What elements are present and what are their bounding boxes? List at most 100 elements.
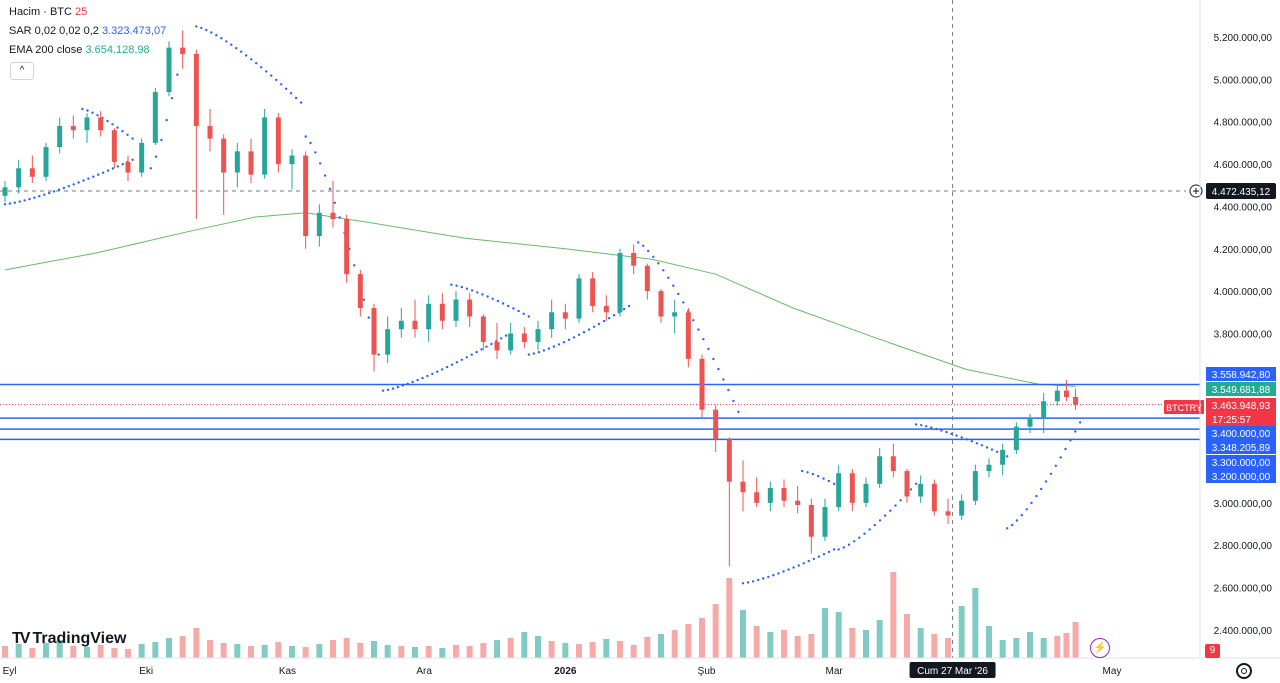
y-tick-label: 4.400.000,00 (1214, 202, 1273, 213)
sar-dot (304, 135, 307, 138)
sar-dot (899, 499, 902, 502)
crosshair-price-label: 4.472.435,12 (1212, 187, 1271, 198)
sar-dot (547, 347, 551, 350)
sar-dot (657, 262, 660, 265)
candle-body (863, 483, 869, 503)
sar-dot (512, 307, 515, 310)
sar-dot (812, 557, 816, 561)
sar-dot (985, 446, 989, 449)
sar-dot (811, 472, 815, 476)
candle-body (726, 439, 732, 482)
candle-body (275, 117, 281, 165)
sar-dot (97, 173, 100, 176)
candle-body (644, 265, 650, 292)
volume-bar (904, 614, 910, 658)
sar-dot (289, 92, 293, 95)
candle-body (330, 212, 336, 220)
volume-bar (958, 606, 965, 658)
sar-dot (470, 289, 474, 292)
volume-bar (29, 648, 36, 658)
candle-body (808, 504, 814, 537)
alert-count-badge[interactable]: 9 (1205, 644, 1220, 658)
sar-dot (377, 353, 380, 356)
volume-bar (343, 638, 350, 658)
sar-dot (975, 442, 979, 445)
legend-sar[interactable]: SAR 0,02 0,02 0,2 3.323.473,07 (9, 22, 166, 41)
volume-bar (753, 626, 760, 658)
candle-body (316, 212, 322, 237)
y-tick-label: 4.000.000,00 (1214, 287, 1273, 298)
sar-dot (126, 133, 129, 136)
sar-dot (245, 54, 248, 57)
sar-dot (817, 475, 820, 478)
sar-dot (86, 109, 89, 112)
candle-body (494, 341, 500, 351)
sar-dot (1074, 430, 1077, 433)
volume-bar (548, 641, 555, 658)
sar-dot (853, 540, 856, 543)
sar-dot (101, 171, 105, 174)
candle-body (849, 473, 855, 503)
sar-dot (692, 319, 695, 322)
volume-bar (152, 642, 159, 658)
sar-dot (627, 304, 631, 308)
settings-gear-icon[interactable] (1236, 663, 1252, 679)
x-tick-label: Kas (279, 666, 296, 677)
volume-bar (658, 634, 664, 658)
sar-dot (475, 350, 478, 354)
sar-dot (868, 528, 871, 531)
volume-bar (535, 636, 541, 658)
sar-dot (507, 304, 510, 308)
sar-dot (527, 353, 531, 356)
sar-dot (1064, 447, 1067, 451)
sar-dot (319, 162, 322, 165)
sar-dot (116, 165, 120, 168)
sar-dot (3, 203, 7, 206)
sar-dot (81, 107, 84, 111)
volume-bar (494, 640, 500, 658)
chevron-up-icon[interactable]: ^ (10, 62, 34, 80)
candle-body (398, 320, 404, 330)
volume-bar (384, 645, 391, 658)
sar-dot (149, 167, 152, 170)
sar-dot (767, 575, 770, 579)
sar-dot (480, 348, 483, 351)
sar-dot (587, 328, 591, 331)
sar-dot (797, 564, 800, 567)
sar-dot (481, 293, 484, 296)
volume-bar (275, 642, 282, 658)
sar-dot (567, 338, 571, 341)
sar-dot (832, 482, 836, 485)
candle-body (877, 456, 883, 484)
candle-body (180, 47, 186, 54)
candle-body (234, 151, 240, 173)
lightning-icon[interactable]: ⚡ (1090, 638, 1110, 658)
candle-body (439, 303, 445, 321)
sar-dot (677, 292, 680, 296)
sar-dot (1078, 421, 1082, 424)
candle-body (2, 187, 8, 196)
candle-body (535, 329, 541, 342)
sar-dot (682, 301, 685, 304)
y-tick-label: 3.800.000,00 (1214, 329, 1273, 340)
sar-dot (832, 548, 836, 551)
candle-body (931, 483, 937, 512)
candle-body (754, 492, 760, 503)
sar-dot (470, 353, 473, 356)
volume-bar (125, 649, 131, 658)
tradingview-logo[interactable]: TV TradingView (12, 630, 126, 648)
volume-bar (685, 624, 692, 658)
legend-volume[interactable]: Hacim · BTC 25 (9, 3, 166, 22)
sar-dot (215, 34, 218, 37)
sar-dot (48, 191, 51, 195)
volume-bar (84, 647, 90, 658)
legend-ema[interactable]: EMA 200 close 3.654.128,98 (9, 41, 166, 60)
volume-bar (767, 632, 774, 658)
sar-dot (532, 352, 536, 355)
candle-body (590, 278, 596, 306)
sar-dot (116, 126, 119, 129)
sar-dot (460, 285, 463, 289)
candle-body (16, 168, 22, 188)
sar-dot (827, 550, 831, 554)
